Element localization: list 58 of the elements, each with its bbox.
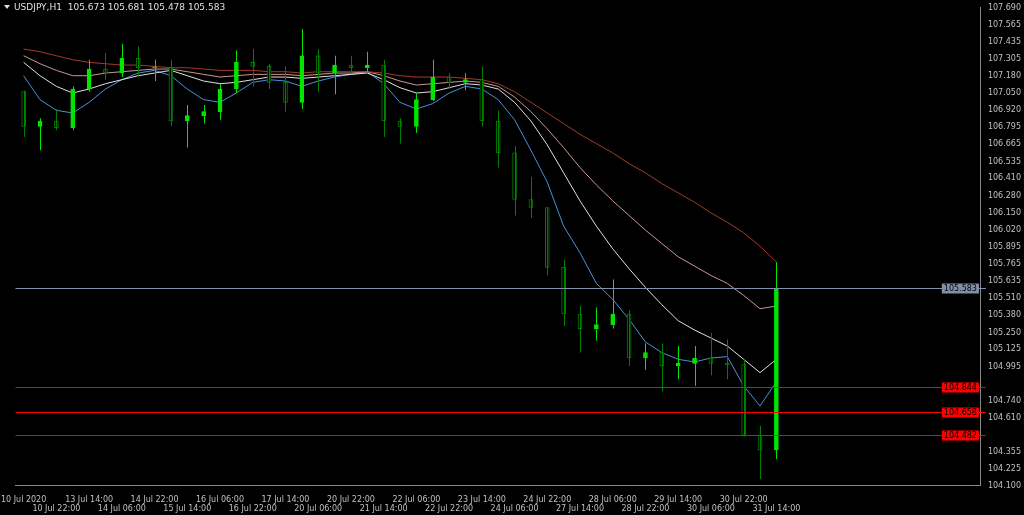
x-tick-label: 23 Jul 14:00 bbox=[457, 494, 506, 504]
y-tick-label: 105.380 bbox=[987, 310, 1022, 320]
x-tick-label: 14 Jul 22:00 bbox=[130, 494, 179, 504]
x-tick-label: 28 Jul 06:00 bbox=[588, 494, 637, 504]
y-tick-label: 106.795 bbox=[987, 122, 1022, 132]
y-tick-label: 105.895 bbox=[987, 241, 1022, 251]
y-tick-label: 105.765 bbox=[987, 259, 1022, 269]
ref-line-label: 104.658 bbox=[943, 407, 977, 417]
y-tick-label: 106.280 bbox=[987, 190, 1022, 200]
x-tick-label: 16 Jul 22:00 bbox=[228, 504, 277, 514]
x-tick-label: 14 Jul 06:00 bbox=[97, 504, 146, 514]
ref-line-label: 105.583 bbox=[943, 283, 977, 293]
y-tick-label: 104.995 bbox=[987, 361, 1022, 371]
y-tick-label: 105.635 bbox=[987, 276, 1022, 286]
x-tick-label: 24 Jul 22:00 bbox=[523, 494, 572, 504]
y-tick-label: 107.435 bbox=[987, 36, 1022, 46]
x-tick-label: 30 Jul 22:00 bbox=[719, 494, 768, 504]
candlestick bbox=[152, 59, 157, 82]
y-tick-label: 106.665 bbox=[987, 139, 1022, 149]
x-tick-label: 16 Jul 06:00 bbox=[196, 494, 245, 504]
ref-line-label: 104.482 bbox=[943, 430, 977, 440]
x-tick-label: 13 Jul 14:00 bbox=[65, 494, 114, 504]
y-tick-label: 106.535 bbox=[987, 156, 1022, 166]
x-tick-label: 22 Jul 22:00 bbox=[425, 504, 474, 514]
y-tick-label: 105.510 bbox=[987, 293, 1022, 303]
y-tick-label: 104.225 bbox=[987, 464, 1022, 474]
y-tick-label: 104.100 bbox=[987, 480, 1022, 490]
x-tick-label: 17 Jul 14:00 bbox=[261, 494, 310, 504]
x-tick-label: 20 Jul 22:00 bbox=[326, 494, 375, 504]
y-tick-label: 107.180 bbox=[987, 70, 1022, 80]
ref-line-label: 104.844 bbox=[943, 382, 977, 392]
x-tick-label: 31 Jul 14:00 bbox=[752, 504, 801, 514]
y-tick-label: 105.125 bbox=[987, 344, 1022, 354]
y-tick-label: 107.690 bbox=[987, 2, 1022, 12]
y-tick-label: 104.355 bbox=[987, 446, 1022, 456]
x-tick-label: 29 Jul 14:00 bbox=[654, 494, 703, 504]
x-tick-label: 10 Jul 22:00 bbox=[32, 504, 81, 514]
x-tick-label: 15 Jul 14:00 bbox=[163, 504, 212, 514]
y-tick-label: 106.150 bbox=[987, 207, 1022, 217]
y-tick-label: 106.920 bbox=[987, 105, 1022, 115]
x-tick-label: 10 Jul 2020 bbox=[1, 494, 47, 504]
x-tick-label: 24 Jul 06:00 bbox=[490, 504, 539, 514]
y-tick-label: 107.565 bbox=[987, 19, 1022, 29]
x-tick-label: 21 Jul 14:00 bbox=[359, 504, 408, 514]
y-tick-label: 107.305 bbox=[987, 54, 1022, 64]
x-tick-label: 28 Jul 22:00 bbox=[621, 504, 670, 514]
y-tick-label: 104.610 bbox=[987, 412, 1022, 422]
x-tick-label: 22 Jul 06:00 bbox=[392, 494, 441, 504]
y-tick-label: 104.740 bbox=[987, 395, 1022, 405]
y-tick-label: 106.410 bbox=[987, 173, 1022, 183]
y-tick-label: 107.050 bbox=[987, 88, 1022, 98]
y-tick-label: 105.250 bbox=[987, 327, 1022, 337]
x-tick-label: 20 Jul 06:00 bbox=[294, 504, 343, 514]
x-tick-label: 27 Jul 14:00 bbox=[556, 504, 605, 514]
chart-title: USDJPY,H1 105.673 105.681 105.478 105.583 bbox=[14, 2, 226, 12]
x-tick-label: 30 Jul 06:00 bbox=[686, 504, 735, 514]
y-tick-label: 106.020 bbox=[987, 225, 1022, 235]
candlestick bbox=[463, 72, 468, 91]
